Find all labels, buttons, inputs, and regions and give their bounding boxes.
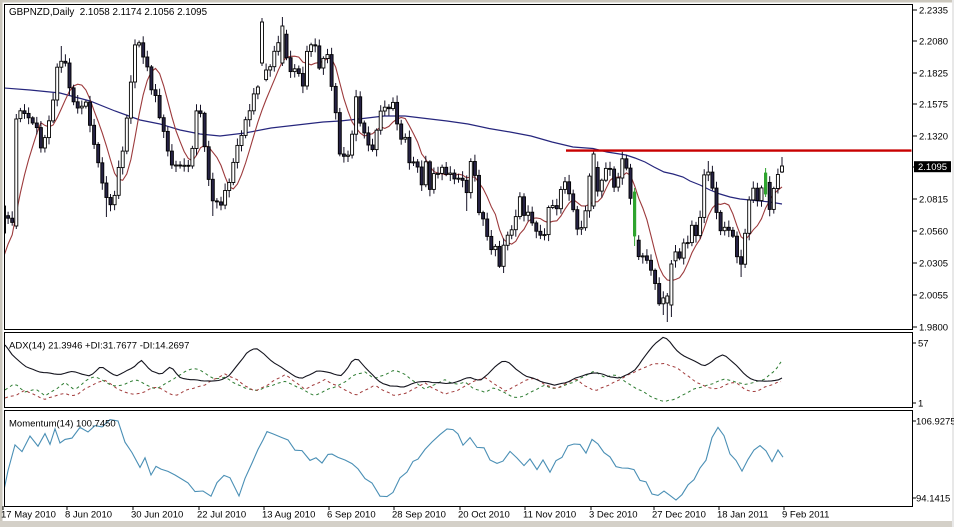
svg-text:GBPNZD,Daily 2.1058 2.1174 2.: GBPNZD,Daily 2.1058 2.1174 2.1056 2.1095: [9, 7, 208, 18]
svg-text:2.1825: 2.1825: [919, 68, 948, 79]
svg-text:3 Dec 2010: 3 Dec 2010: [589, 510, 638, 521]
svg-text:22 Jul 2010: 22 Jul 2010: [197, 510, 246, 521]
svg-text:2.1095: 2.1095: [918, 162, 947, 173]
svg-text:57: 57: [918, 338, 929, 349]
svg-text:2.0815: 2.0815: [919, 194, 948, 205]
svg-text:17 May 2010: 17 May 2010: [1, 510, 56, 521]
svg-text:18 Jan 2011: 18 Jan 2011: [717, 510, 769, 521]
svg-text:13 Aug 2010: 13 Aug 2010: [262, 510, 315, 521]
svg-text:2.1320: 2.1320: [919, 131, 948, 142]
svg-text:2.2080: 2.2080: [919, 36, 948, 47]
svg-text:1.9800: 1.9800: [919, 322, 948, 333]
svg-text:30 Jun 2010: 30 Jun 2010: [131, 510, 183, 521]
svg-text:106.9275: 106.9275: [916, 416, 954, 427]
svg-text:1: 1: [918, 398, 923, 409]
svg-text:8 Jun 2010: 8 Jun 2010: [65, 510, 112, 521]
svg-text:20 Oct 2010: 20 Oct 2010: [458, 510, 510, 521]
svg-text:11 Nov 2010: 11 Nov 2010: [523, 510, 576, 521]
svg-text:9 Feb 2011: 9 Feb 2011: [782, 510, 829, 521]
svg-text:2.1575: 2.1575: [919, 99, 948, 110]
svg-text:2.0055: 2.0055: [919, 290, 948, 301]
svg-text:Momentum(14) 100.7450: Momentum(14) 100.7450: [9, 419, 116, 430]
svg-text:28 Sep 2010: 28 Sep 2010: [392, 510, 446, 521]
svg-text:6 Sep 2010: 6 Sep 2010: [327, 510, 376, 521]
svg-text:2.2335: 2.2335: [919, 5, 948, 16]
svg-text:2.0305: 2.0305: [919, 258, 948, 269]
svg-text:94.1415: 94.1415: [916, 493, 950, 504]
svg-text:27 Dec 2010: 27 Dec 2010: [652, 510, 706, 521]
svg-text:ADX(14) 21.3946 +DI:31.7677 -D: ADX(14) 21.3946 +DI:31.7677 -DI:14.2697: [9, 340, 189, 351]
svg-text:2.0560: 2.0560: [919, 226, 948, 237]
